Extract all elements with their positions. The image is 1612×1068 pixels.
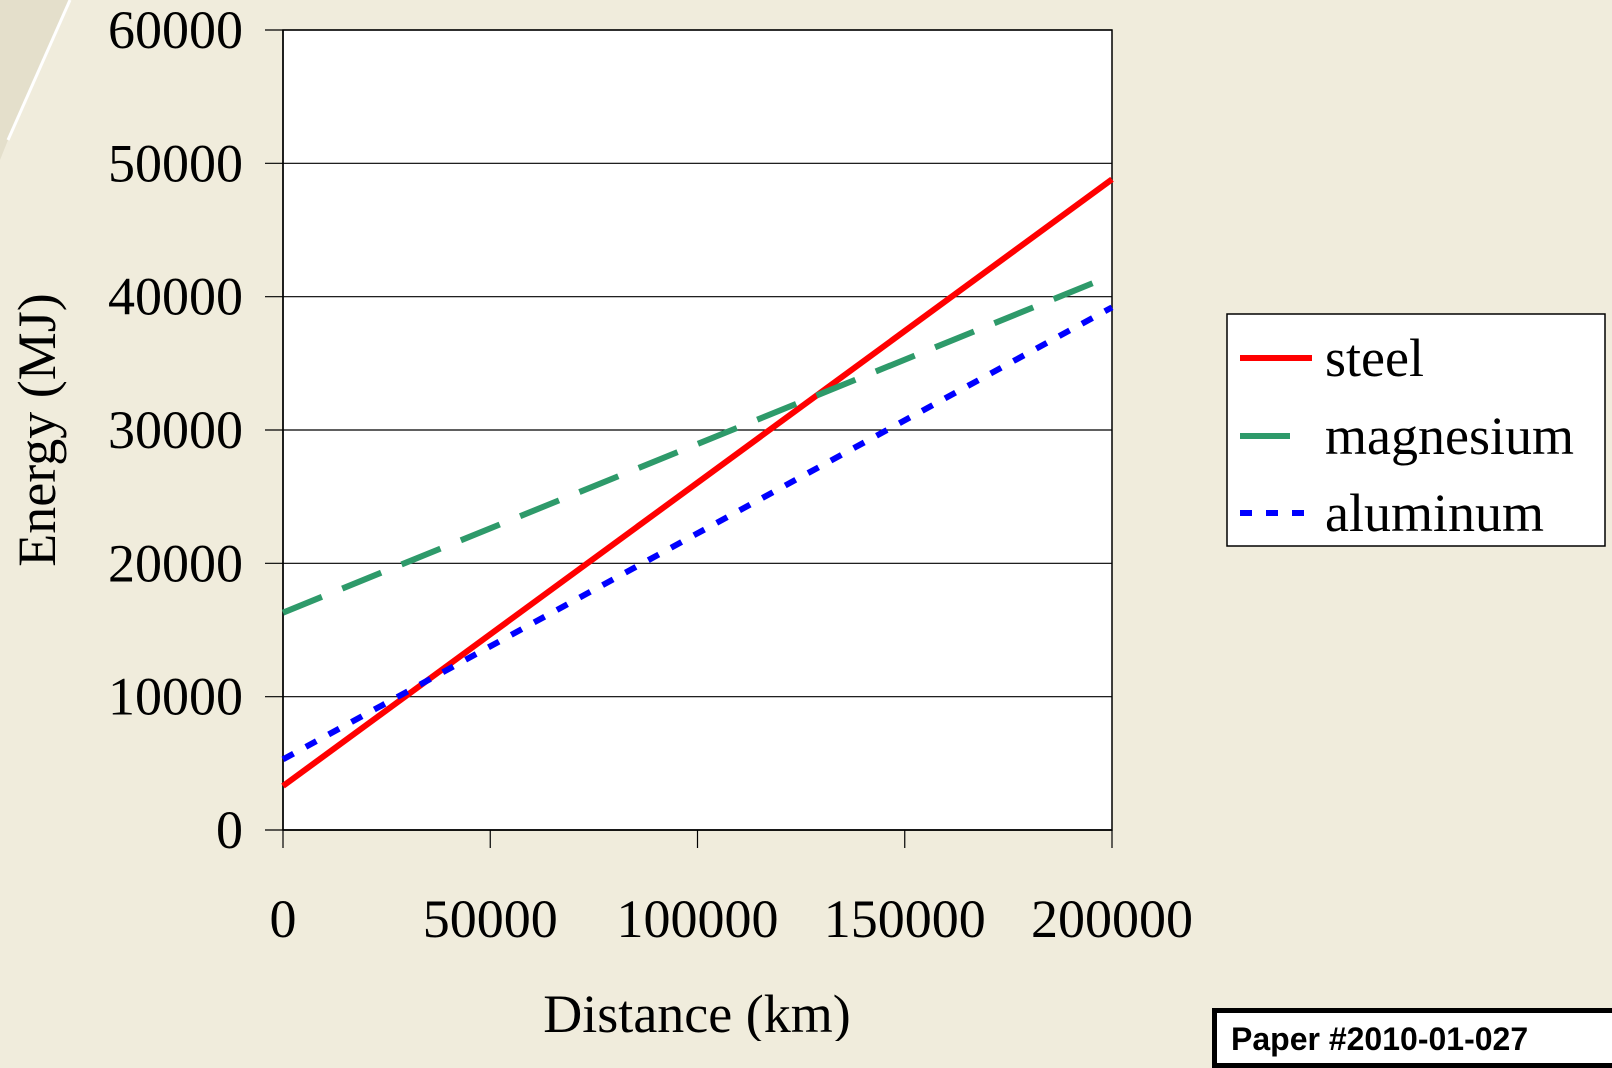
legend-box bbox=[1226, 313, 1606, 547]
x-tick-label: 200000 bbox=[1031, 889, 1193, 949]
slide-decoration bbox=[0, 0, 72, 160]
tick-labels: 0 10000 20000 30000 40000 50000 60000 0 50000 100… bbox=[108, 0, 1193, 949]
series-line-aluminum bbox=[281, 304, 1114, 762]
y-tick-label: 30000 bbox=[108, 400, 243, 460]
series-lines bbox=[281, 176, 1114, 789]
legend-label-aluminum: aluminum bbox=[1325, 483, 1544, 543]
y-tick-label: 50000 bbox=[108, 133, 243, 193]
legend: steel magnesium aluminum bbox=[1226, 313, 1606, 547]
paper-number-box: Paper #2010-01-027 bbox=[1212, 1008, 1612, 1068]
paper-number: Paper #2010-01-027 bbox=[1231, 1021, 1529, 1057]
x-tick-label: 0 bbox=[270, 889, 297, 949]
x-axis-title: Distance (km) bbox=[543, 984, 850, 1041]
x-tick-label: 150000 bbox=[824, 889, 986, 949]
x-tick-label: 100000 bbox=[617, 889, 779, 949]
series-line-magnesium bbox=[281, 272, 1114, 616]
legend-label-steel: steel bbox=[1325, 328, 1424, 388]
axes bbox=[265, 29, 1113, 848]
y-tick-label: 60000 bbox=[108, 0, 243, 60]
y-tick-label: 10000 bbox=[108, 667, 243, 727]
y-tick-label: 20000 bbox=[108, 533, 243, 593]
legend-label-magnesium: magnesium bbox=[1325, 406, 1574, 466]
y-tick-label: 40000 bbox=[108, 267, 243, 327]
x-tick-label: 50000 bbox=[423, 889, 558, 949]
y-axis-title: Energy (MJ) bbox=[7, 293, 67, 566]
line-chart: 0 10000 20000 30000 40000 50000 60000 0 50000 100… bbox=[7, 0, 1606, 1041]
y-tick-label: 0 bbox=[216, 800, 243, 860]
